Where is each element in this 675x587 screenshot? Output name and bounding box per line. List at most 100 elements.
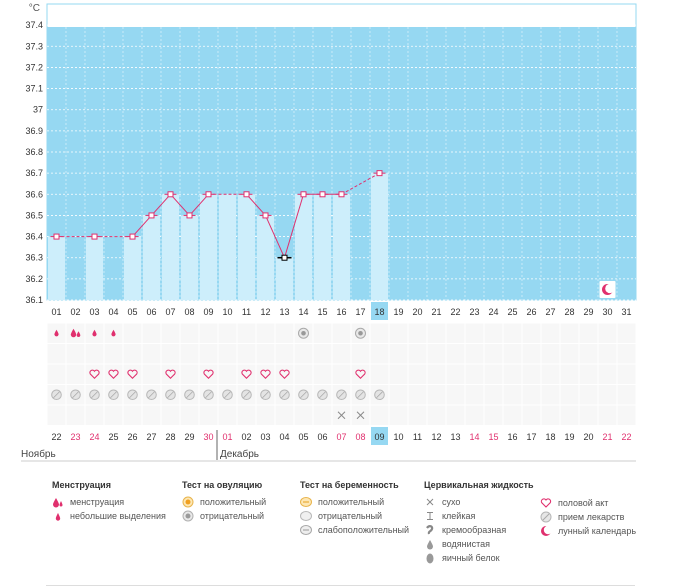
legend-ovulation: Тест на овуляцию положительный отрицател… [182, 480, 266, 523]
date-label[interactable]: 08 [355, 432, 365, 442]
cycle-day-label[interactable]: 08 [184, 307, 194, 317]
cycle-day-label[interactable]: 22 [450, 307, 460, 317]
date-label[interactable]: 23 [70, 432, 80, 442]
cycle-day-label[interactable]: 25 [507, 307, 517, 317]
cycle-day-label[interactable]: 01 [51, 307, 61, 317]
cycle-day-label[interactable]: 09 [203, 307, 213, 317]
date-label[interactable]: 05 [298, 432, 308, 442]
legend-item-ovulation-positive: положительный [182, 495, 266, 509]
y-tick-label: 36.2 [25, 274, 43, 284]
pill-icon-line [91, 391, 98, 399]
legend-other: половой акт прием лекарств лунный календ… [540, 496, 636, 538]
pill-icon-line [148, 391, 155, 399]
legend-pregnancy-title: Тест на беременность [300, 480, 399, 490]
temperature-bar [124, 236, 141, 300]
cycle-day-label[interactable]: 19 [393, 307, 403, 317]
cycle-day-label[interactable]: 04 [108, 307, 118, 317]
date-label[interactable]: 09 [374, 432, 384, 442]
blood-drop-icon [92, 329, 97, 337]
date-label[interactable]: 14 [469, 432, 479, 442]
cycle-day-label[interactable]: 14 [298, 307, 308, 317]
temperature-line [284, 194, 304, 258]
date-label[interactable]: 16 [507, 432, 517, 442]
temperature-bar [295, 194, 312, 300]
date-label[interactable]: 01 [222, 432, 232, 442]
date-label[interactable]: 10 [393, 432, 403, 442]
date-label[interactable]: 25 [108, 432, 118, 442]
date-label[interactable]: 17 [526, 432, 536, 442]
legend-label: прием лекарств [558, 512, 625, 522]
moon-icon-shadow [605, 283, 615, 294]
heart-icon [127, 369, 138, 380]
date-label[interactable]: 02 [241, 432, 251, 442]
date-label[interactable]: 13 [450, 432, 460, 442]
legend-cervical-title: Цервикальная жидкость [424, 480, 534, 490]
cycle-day-label[interactable]: 27 [545, 307, 555, 317]
ovulation-positive-icon [182, 496, 194, 508]
date-label[interactable]: 11 [413, 432, 422, 442]
data-point [91, 233, 98, 240]
legend-label: половой акт [558, 498, 609, 508]
temperature-bar [276, 257, 293, 300]
data-point [319, 191, 326, 198]
date-label[interactable]: 22 [621, 432, 631, 442]
blood-drops-icon [52, 496, 64, 508]
cycle-day-label[interactable]: 21 [431, 307, 441, 317]
pill-icon-line [186, 391, 193, 399]
date-label[interactable]: 24 [89, 432, 99, 442]
cycle-day-label[interactable]: 02 [70, 307, 80, 317]
date-label[interactable]: 20 [583, 432, 593, 442]
cycle-day-label[interactable]: 11 [242, 307, 251, 317]
date-label[interactable]: 19 [564, 432, 574, 442]
date-label[interactable]: 22 [51, 432, 61, 442]
legend: Менструация менструация небольшие выделе… [0, 480, 675, 587]
cycle-day-label[interactable]: 15 [317, 307, 327, 317]
pill-icon-line [300, 391, 307, 399]
legend-label: положительный [200, 497, 267, 507]
date-label[interactable]: 30 [203, 432, 213, 442]
cycle-day-label[interactable]: 29 [583, 307, 593, 317]
cycle-day-label[interactable]: 12 [260, 307, 270, 317]
y-tick-label: 37 [33, 105, 43, 115]
cycle-day-label[interactable]: 20 [412, 307, 422, 317]
date-label[interactable]: 06 [317, 432, 327, 442]
cycle-day-label[interactable]: 24 [488, 307, 498, 317]
cycle-day-label[interactable]: 06 [146, 307, 156, 317]
date-label[interactable]: 04 [279, 432, 289, 442]
date-label[interactable]: 18 [545, 432, 555, 442]
cycle-day-label[interactable]: 26 [526, 307, 536, 317]
legend-item-spotting: небольшие выделения [52, 509, 166, 523]
cycle-day-label[interactable]: 10 [222, 307, 232, 317]
legend-menstruation: Менструация менструация небольшие выделе… [52, 480, 166, 523]
date-label[interactable]: 07 [336, 432, 346, 442]
heart-icon [203, 369, 214, 380]
date-label[interactable]: 28 [165, 432, 175, 442]
date-label[interactable]: 29 [184, 432, 194, 442]
cycle-day-label[interactable]: 31 [621, 307, 631, 317]
cycle-day-label[interactable]: 16 [336, 307, 346, 317]
date-label[interactable]: 21 [602, 432, 612, 442]
y-tick-label: 37.4 [25, 20, 43, 30]
cycle-day-label[interactable]: 03 [89, 307, 99, 317]
dry-icon [356, 411, 365, 420]
date-label[interactable]: 15 [488, 432, 498, 442]
cycle-day-label[interactable]: 05 [127, 307, 137, 317]
cycle-day-label[interactable]: 30 [602, 307, 612, 317]
temperature-bar [162, 194, 179, 300]
y-axis-unit: °C [29, 3, 40, 14]
cycle-day-label[interactable]: 18 [374, 307, 384, 317]
temperature-line [189, 193, 209, 216]
cycle-day-label[interactable]: 23 [469, 307, 479, 317]
date-label[interactable]: 03 [260, 432, 270, 442]
cycle-day-label[interactable]: 28 [564, 307, 574, 317]
date-label[interactable]: 26 [127, 432, 137, 442]
cycle-day-label[interactable]: 17 [355, 307, 365, 317]
cycle-day-label[interactable]: 13 [279, 307, 289, 317]
date-label[interactable]: 12 [431, 432, 441, 442]
blood-drop-icon [52, 510, 64, 522]
cycle-day-label[interactable]: 07 [165, 307, 175, 317]
temperature-bar [143, 215, 160, 300]
date-label[interactable]: 27 [146, 432, 156, 442]
legend-cervical: Цервикальная жидкость сухо клейкая кремо… [424, 480, 534, 565]
data-point [281, 254, 288, 261]
